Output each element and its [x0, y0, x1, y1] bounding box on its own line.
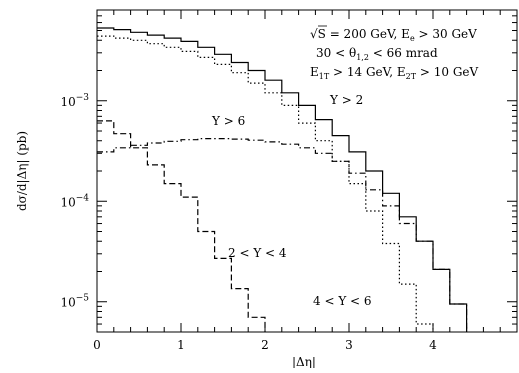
y-axis-title: dσ/d|Δη| (pb)	[15, 131, 29, 211]
header-line-1-rest: > 30 GeV	[415, 27, 477, 41]
header-line-2-a: 30 < θ	[316, 46, 356, 60]
x-axis-title: |Δη|	[292, 355, 316, 368]
y-tick-label: 10−4	[60, 193, 89, 209]
x-tick-label: 4	[429, 338, 437, 352]
series-layer	[97, 27, 468, 332]
series-label-y6: Y > 6	[211, 114, 245, 128]
x-tick-label: 1	[177, 338, 185, 352]
header-line-3-sub2: 2T	[406, 72, 417, 81]
x-tick-label: 2	[261, 338, 269, 352]
x-tick-label: 3	[345, 338, 353, 352]
kinematics-header: √S = 200 GeV, Ee > 30 GeV 30 < θ1,2 < 66…	[310, 25, 479, 81]
header-line-2: 30 < θ1,2 < 66 mrad	[316, 46, 438, 62]
sqrt-symbol: √	[310, 27, 318, 41]
header-line-3-b: > 14 GeV, E	[329, 65, 405, 79]
series-label-y46: 4 < Y < 6	[313, 294, 372, 308]
header-line-2-b: < 66 mrad	[369, 46, 438, 60]
y-tick-label: 10−5	[60, 294, 89, 310]
series-label-total: Y > 2	[329, 93, 363, 107]
x-tick-label: 0	[93, 338, 101, 352]
header-line-2-sub: 1,2	[356, 53, 369, 62]
header-line-3-c: > 10 GeV	[416, 65, 478, 79]
series-line-dashdot	[97, 138, 468, 332]
y-tick-label: 10−3	[60, 93, 89, 109]
header-line-3: E1T > 14 GeV, E2T > 10 GeV	[310, 65, 479, 81]
header-line-1: √S = 200 GeV, Ee > 30 GeV	[310, 27, 477, 43]
header-line-1-main: S = 200 GeV, E	[318, 27, 410, 41]
plot-frame	[96, 9, 518, 333]
header-line-1-sub: e	[410, 34, 415, 43]
tick-layer: 0 1 2 3 4 10−3 10−4 10−5	[60, 9, 518, 352]
header-line-3-a: E	[310, 65, 319, 79]
series-line-dotted	[97, 35, 434, 332]
series-line-dashed	[97, 120, 266, 332]
series-label-y24: 2 < Y < 4	[228, 246, 287, 260]
header-line-3-sub1: 1T	[319, 72, 330, 81]
